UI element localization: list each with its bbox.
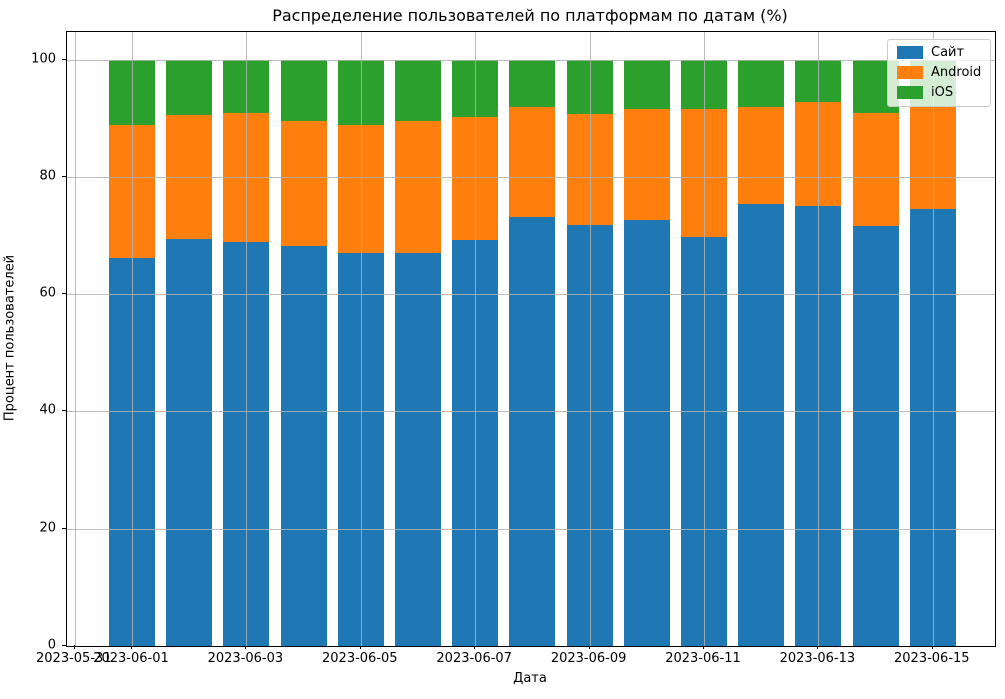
legend-label-site: Сайт <box>931 45 965 60</box>
gridline-vertical <box>475 32 477 646</box>
bar-segment <box>738 204 785 646</box>
bar-segment <box>166 59 213 115</box>
site-swatch <box>897 46 923 59</box>
legend-item-site: Сайт <box>897 45 981 60</box>
gridline-horizontal <box>67 411 995 413</box>
gridline-horizontal <box>67 176 995 178</box>
x-tick-label: 2023-06-15 <box>894 651 970 666</box>
x-tick-label: 2023-06-07 <box>436 651 512 666</box>
x-tick-mark <box>73 645 75 649</box>
bar-segment <box>509 107 556 218</box>
bar-segment <box>738 106 785 205</box>
x-tick-mark <box>703 645 704 649</box>
bar-segment <box>509 59 556 108</box>
y-tick-mark <box>62 293 66 295</box>
bar-segment <box>395 59 441 121</box>
gridline-vertical <box>818 32 820 646</box>
y-tick-mark <box>62 175 66 177</box>
gridline-vertical <box>246 32 248 646</box>
x-tick-mark <box>131 645 132 649</box>
bar-segment <box>623 59 670 110</box>
y-axis-label: Процент пользователей <box>2 254 18 422</box>
legend-item-ios: iOS <box>897 85 981 100</box>
bar-segment <box>395 120 441 253</box>
bar-segment <box>280 120 327 247</box>
x-tick-mark <box>359 645 361 649</box>
y-tick-mark <box>62 58 66 60</box>
gridline-vertical <box>360 32 362 646</box>
x-tick-label: 2023-06-01 <box>93 651 169 666</box>
bar-segment <box>395 252 441 646</box>
legend-label-android: Android <box>931 65 982 80</box>
gridline-vertical <box>932 32 934 646</box>
x-tick-mark <box>588 645 590 649</box>
gridline-vertical <box>132 32 133 646</box>
legend: Сайт Android iOS <box>887 39 992 107</box>
gridline-vertical <box>704 32 705 646</box>
y-tick-label: 20 <box>39 520 56 536</box>
bar-segment <box>509 217 556 646</box>
legend-item-android: Android <box>897 65 981 80</box>
x-tick-mark <box>931 645 933 649</box>
android-swatch <box>897 66 923 79</box>
bar-segment <box>166 239 213 646</box>
bar-segment <box>280 246 327 646</box>
gridline-horizontal <box>67 528 995 530</box>
ios-swatch <box>897 86 923 99</box>
y-tick-label: 60 <box>39 285 56 301</box>
gridline-vertical <box>589 32 591 646</box>
plot-area: Сайт Android iOS <box>66 31 996 647</box>
x-tick-label: 2023-05-31 <box>36 651 112 666</box>
x-tick-label: 2023-06-03 <box>207 651 284 666</box>
x-tick-mark <box>474 645 476 649</box>
y-tick-label: 0 <box>47 637 56 653</box>
y-tick-mark <box>62 410 66 412</box>
gridline-horizontal <box>67 294 995 296</box>
x-tick-label: 2023-06-09 <box>550 651 627 666</box>
x-tick-label: 2023-06-11 <box>665 651 741 666</box>
gridline-vertical <box>74 32 76 646</box>
bar-segment <box>738 59 785 107</box>
bar-segment <box>623 109 670 220</box>
y-tick-mark <box>62 645 66 646</box>
x-tick-label: 2023-06-13 <box>779 651 856 666</box>
gridline-horizontal <box>67 59 995 61</box>
bar-segment <box>280 59 327 121</box>
bar-segment <box>852 225 899 646</box>
y-tick-label: 80 <box>39 168 56 184</box>
chart-title: Распределение пользователей по платформа… <box>272 6 788 25</box>
y-tick-label: 100 <box>31 51 56 67</box>
y-tick-label: 40 <box>39 402 56 418</box>
x-axis-label: Дата <box>513 671 547 686</box>
x-tick-label: 2023-06-05 <box>322 651 398 666</box>
x-tick-mark <box>817 645 819 649</box>
x-tick-mark <box>245 645 247 649</box>
bar-segment <box>852 112 899 226</box>
y-tick-mark <box>62 527 66 529</box>
bar-segment <box>623 219 670 646</box>
legend-label-ios: iOS <box>931 85 954 100</box>
